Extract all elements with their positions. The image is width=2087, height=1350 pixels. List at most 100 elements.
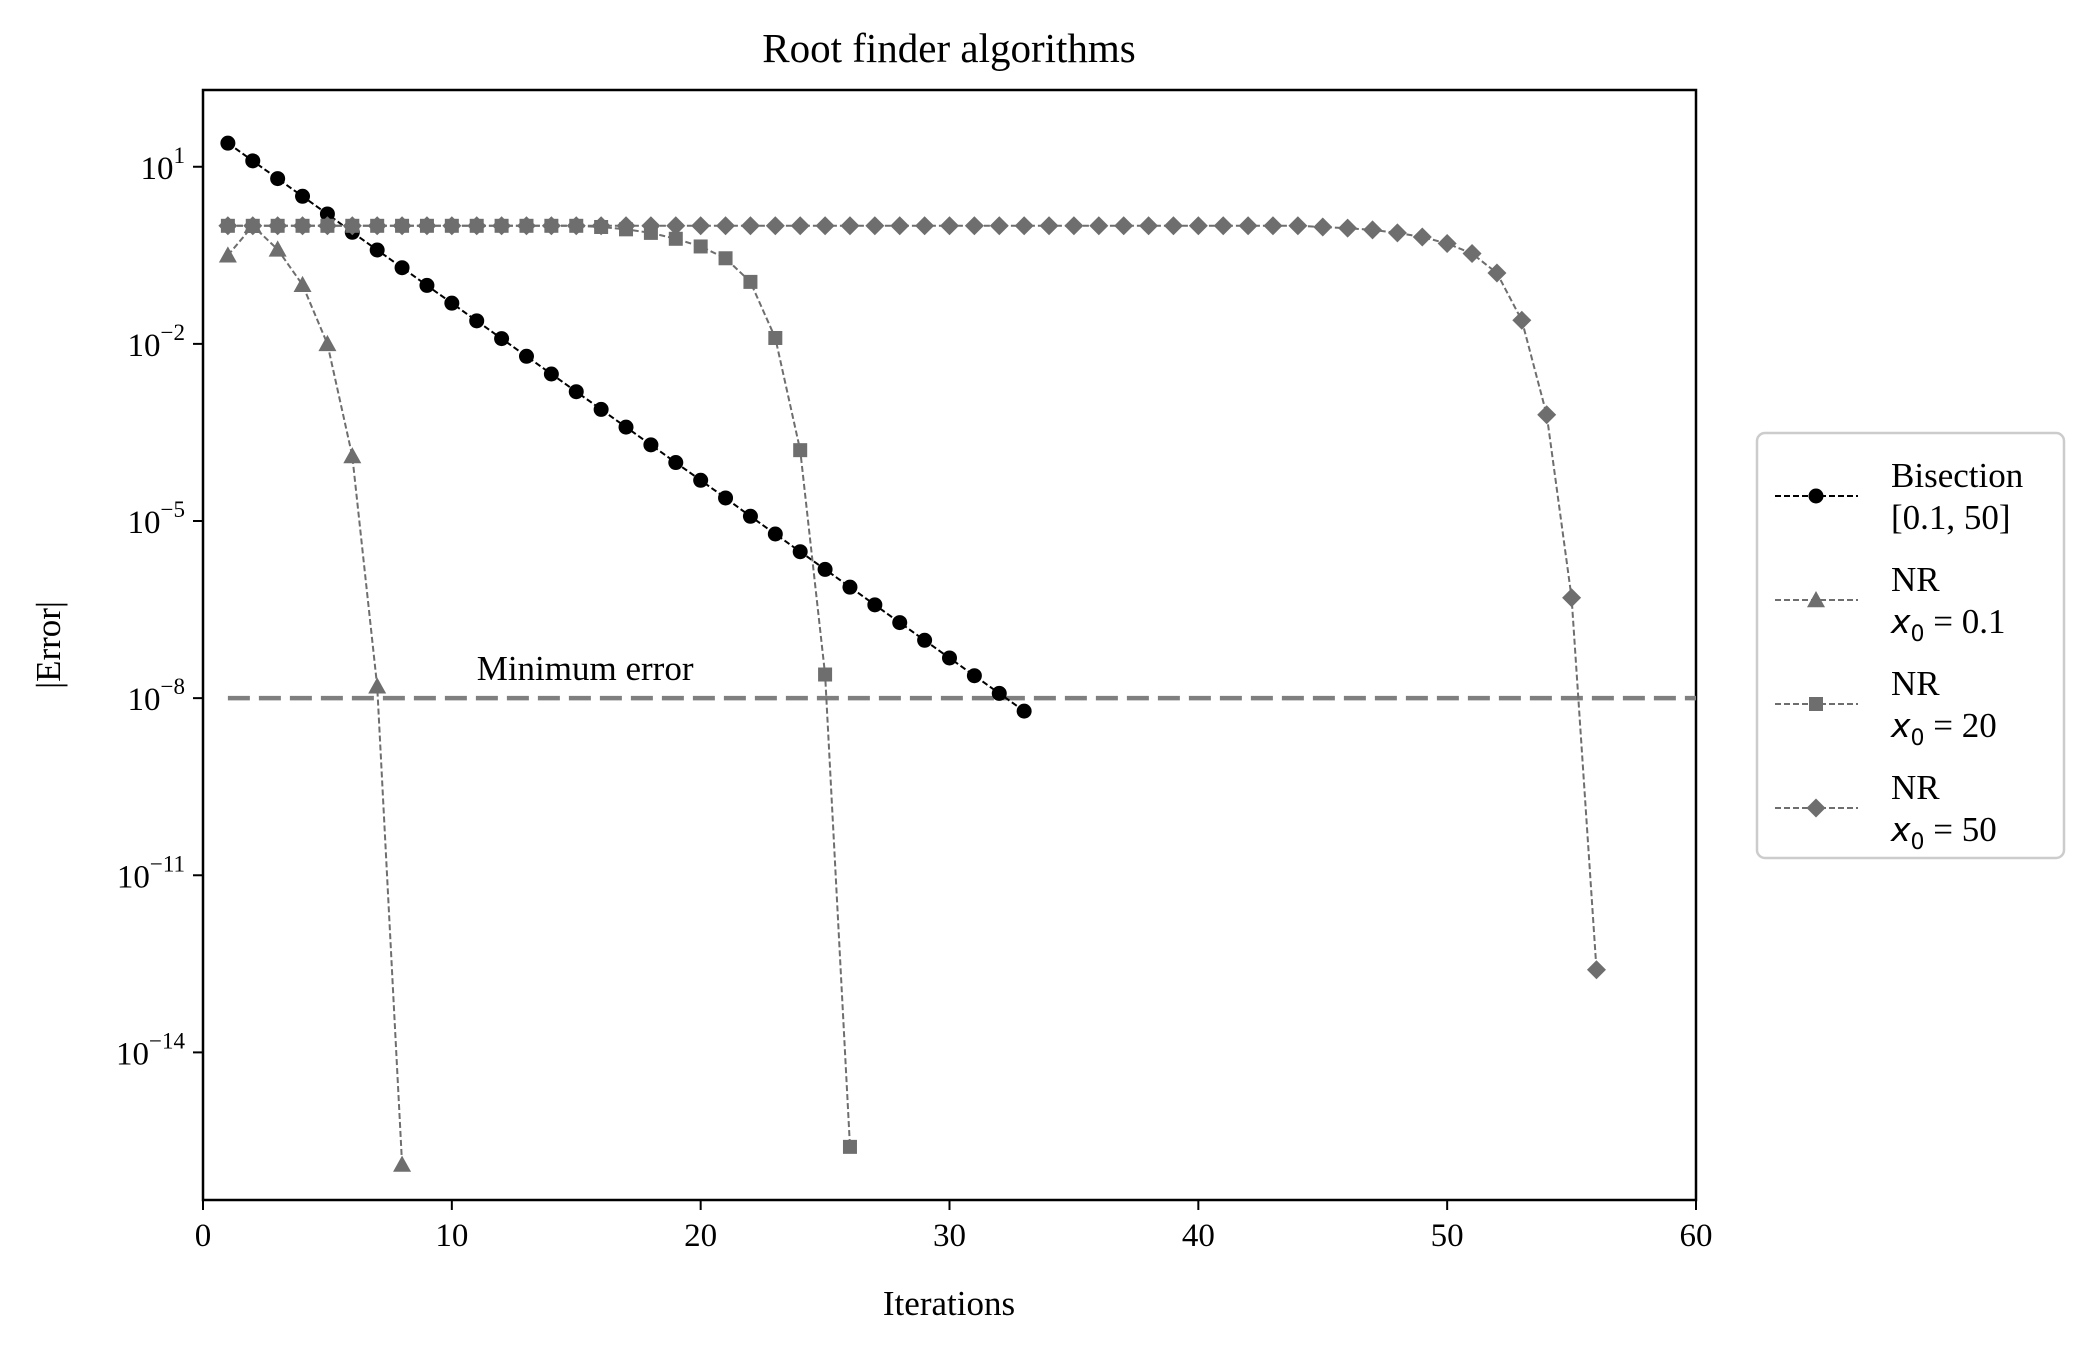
data-point-0-26 [867,597,883,613]
data-point-1-5 [343,447,362,464]
data-point-0-0 [220,135,236,151]
data-point-2-19 [693,239,708,254]
legend-marker-3 [1806,798,1826,818]
data-point-0-23 [792,544,808,560]
data-point-0-18 [668,455,684,471]
y-tick-label: 10−11 [117,851,185,895]
legend-label-1: NR [1891,560,1940,599]
data-point-0-15 [593,401,609,417]
legend-sublabel-3: x0 = 50 [1890,810,1997,855]
data-point-3-15 [591,216,611,236]
data-point-0-7 [394,260,410,276]
data-point-0-13 [543,366,559,382]
data-point-3-55 [1586,960,1606,980]
data-point-3-45 [1338,218,1358,238]
data-point-3-35 [1089,216,1109,236]
data-point-2-25 [842,1139,857,1154]
data-point-1-0 [218,246,237,263]
data-point-3-34 [1064,216,1084,236]
data-point-3-20 [716,216,736,236]
legend-marker-0 [1808,488,1824,504]
x-tick-label: 0 [195,1218,212,1254]
data-point-3-29 [940,216,959,236]
data-point-3-46 [1363,220,1383,240]
data-point-1-3 [293,275,312,293]
data-point-3-37 [1139,216,1159,236]
data-point-3-48 [1412,227,1432,247]
data-point-0-6 [369,242,385,258]
data-point-3-53 [1537,405,1557,425]
data-point-0-29 [942,650,957,666]
data-point-0-12 [518,348,534,364]
data-point-3-52 [1512,310,1532,330]
data-point-3-31 [989,216,1009,236]
data-point-3-9 [442,216,462,236]
data-point-0-11 [494,331,510,347]
data-point-3-42 [1263,216,1283,236]
data-point-0-32 [1016,703,1032,719]
data-point-3-24 [815,216,835,236]
data-point-3-33 [1039,216,1059,236]
data-point-1-2 [268,240,287,257]
legend-marker-2 [1809,697,1823,711]
legend-label-2: NR [1891,664,1940,703]
data-point-2-20 [718,251,733,266]
x-tick-label: 50 [1431,1218,1464,1254]
data-point-3-14 [566,216,586,236]
data-point-3-36 [1114,216,1134,236]
data-point-3-54 [1562,588,1582,608]
data-point-3-11 [492,216,512,236]
data-point-3-19 [691,216,711,236]
data-point-3-40 [1213,216,1233,236]
legend-label-0: Bisection [1891,456,2023,495]
data-point-0-27 [892,615,908,631]
data-point-3-3 [293,216,313,236]
data-point-3-16 [616,216,636,236]
data-point-3-27 [890,216,910,236]
data-point-0-10 [469,313,485,329]
data-point-0-19 [693,472,709,488]
data-point-3-43 [1288,216,1308,236]
data-point-0-22 [767,526,783,542]
data-point-3-26 [865,216,885,236]
data-point-1-7 [393,1155,412,1172]
x-axis-label: Iterations [883,1284,1015,1323]
legend-sublabel-0: [0.1, 50] [1891,498,2011,537]
legend-sublabel-1: x0 = 0.1 [1890,602,2006,647]
data-point-3-30 [964,216,984,236]
data-point-0-28 [917,632,933,648]
data-point-3-1 [243,216,263,236]
data-point-2-22 [768,330,783,345]
data-point-2-24 [818,667,833,682]
data-point-3-18 [666,216,686,236]
y-tick-label: 10−14 [116,1028,185,1072]
data-point-3-49 [1437,234,1457,254]
legend-label-3: NR [1891,768,1940,807]
data-point-3-4 [317,216,337,236]
data-point-2-23 [793,443,808,458]
data-point-0-9 [444,295,460,311]
data-point-0-16 [618,419,634,435]
data-point-0-30 [966,668,982,684]
data-point-2-18 [668,231,683,246]
data-point-3-0 [218,216,238,236]
data-point-0-31 [991,685,1007,701]
y-tick-label: 10−2 [128,320,185,364]
data-point-3-38 [1163,216,1183,236]
data-point-3-25 [840,216,860,236]
y-tick-label: 10−5 [128,497,185,541]
legend-sublabel-2: x0 = 20 [1890,706,1997,751]
x-tick-label: 60 [1680,1218,1713,1254]
data-point-3-2 [268,216,288,236]
data-point-3-28 [915,216,935,236]
data-point-0-4 [319,206,335,222]
legend-frame [1755,431,2066,860]
data-point-0-25 [842,579,858,595]
data-point-3-41 [1238,216,1258,236]
data-point-0-3 [295,188,311,204]
data-point-3-22 [765,216,785,236]
data-point-1-6 [368,677,387,694]
data-point-3-47 [1387,223,1407,243]
x-tick-label: 10 [435,1218,468,1254]
